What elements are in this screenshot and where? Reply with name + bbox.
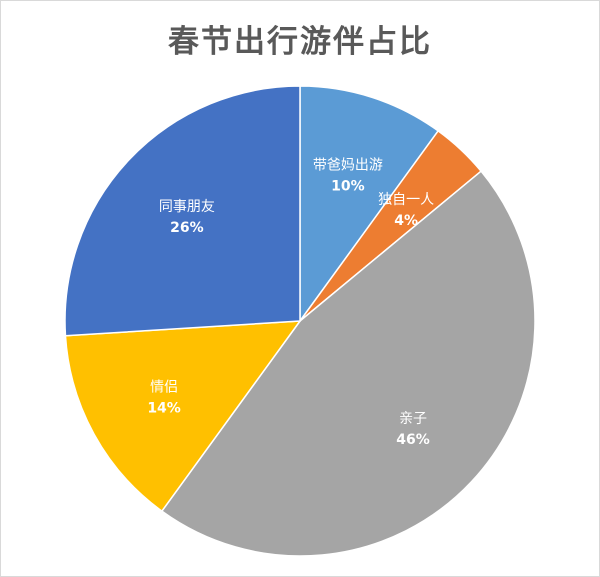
- slice-label-4: 同事朋友: [159, 199, 215, 215]
- slice-value-0: 10%: [331, 178, 365, 194]
- pie-slice-3: [64, 320, 302, 513]
- slice-value-4: 26%: [170, 220, 204, 236]
- chart-title: 春节出行游伴占比: [168, 24, 432, 60]
- slice-value-3: 14%: [147, 401, 181, 417]
- pie-slice-4: [64, 85, 301, 337]
- pie-slice-2: [160, 170, 536, 557]
- slice-label-3: 情侣: [150, 380, 178, 396]
- slice-value-2: 46%: [396, 432, 430, 448]
- slice-label-1: 独自一人: [378, 192, 434, 208]
- slice-value-1: 4%: [394, 213, 418, 229]
- slice-label-2: 亲子: [399, 411, 427, 427]
- slice-label-0: 带爸妈出游: [313, 157, 383, 173]
- pie-slice-0: [299, 85, 440, 324]
